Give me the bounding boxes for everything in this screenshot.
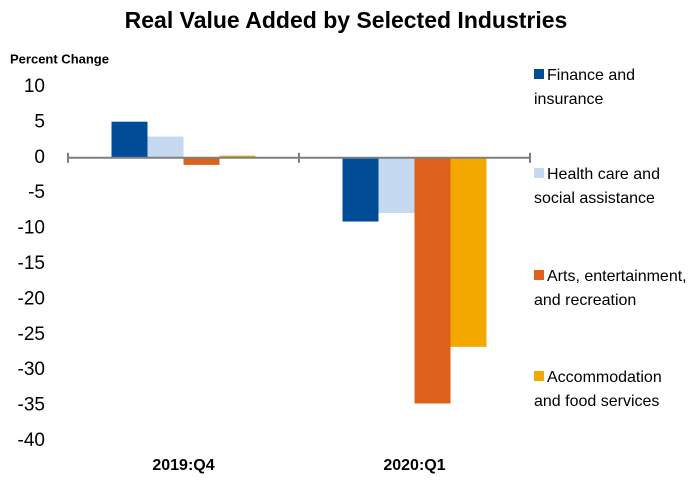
y-tick-label: -25 xyxy=(18,324,45,345)
legend-entry: Arts, entertainment, and recreation xyxy=(534,265,690,313)
bar xyxy=(219,155,256,158)
bar xyxy=(450,157,487,347)
y-tick-label: -35 xyxy=(18,395,45,416)
bar xyxy=(378,157,415,214)
bar xyxy=(147,136,184,158)
y-tick-label: 5 xyxy=(34,111,45,132)
chart-title: Real Value Added by Selected Industries xyxy=(125,7,568,33)
y-axis-label: Percent Change xyxy=(10,51,109,66)
legend-entry: Accommodation and food services xyxy=(534,366,690,414)
legend-entry: Health care and social assistance xyxy=(534,163,690,211)
y-tick-label: -15 xyxy=(18,253,45,274)
legend-swatch xyxy=(534,371,544,381)
bar xyxy=(111,121,148,158)
bar xyxy=(414,157,451,404)
legend-swatch xyxy=(534,270,544,280)
x-tick-label: 2019:Q4 xyxy=(152,457,214,474)
x-tick-label: 2020:Q1 xyxy=(383,457,445,474)
bar xyxy=(342,157,379,222)
y-tick-label: -10 xyxy=(18,218,45,239)
y-tick-label: -5 xyxy=(28,182,45,203)
y-tick-label: 10 xyxy=(24,76,45,97)
bar xyxy=(183,157,220,165)
legend-swatch xyxy=(534,69,544,79)
legend-label: Finance and insurance xyxy=(534,67,636,108)
y-tick-label: -30 xyxy=(18,359,45,380)
legend-label: Arts, entertainment, and recreation xyxy=(534,268,687,309)
legend-label: Health care and social assistance xyxy=(534,166,660,207)
y-tick-label: -20 xyxy=(18,288,45,309)
legend-label: Accommodation and food services xyxy=(534,369,662,410)
legend-swatch xyxy=(534,168,544,178)
y-tick-label: 0 xyxy=(34,147,45,168)
legend-entry: Finance and insurance xyxy=(534,64,690,112)
y-tick-label: -40 xyxy=(18,430,45,451)
